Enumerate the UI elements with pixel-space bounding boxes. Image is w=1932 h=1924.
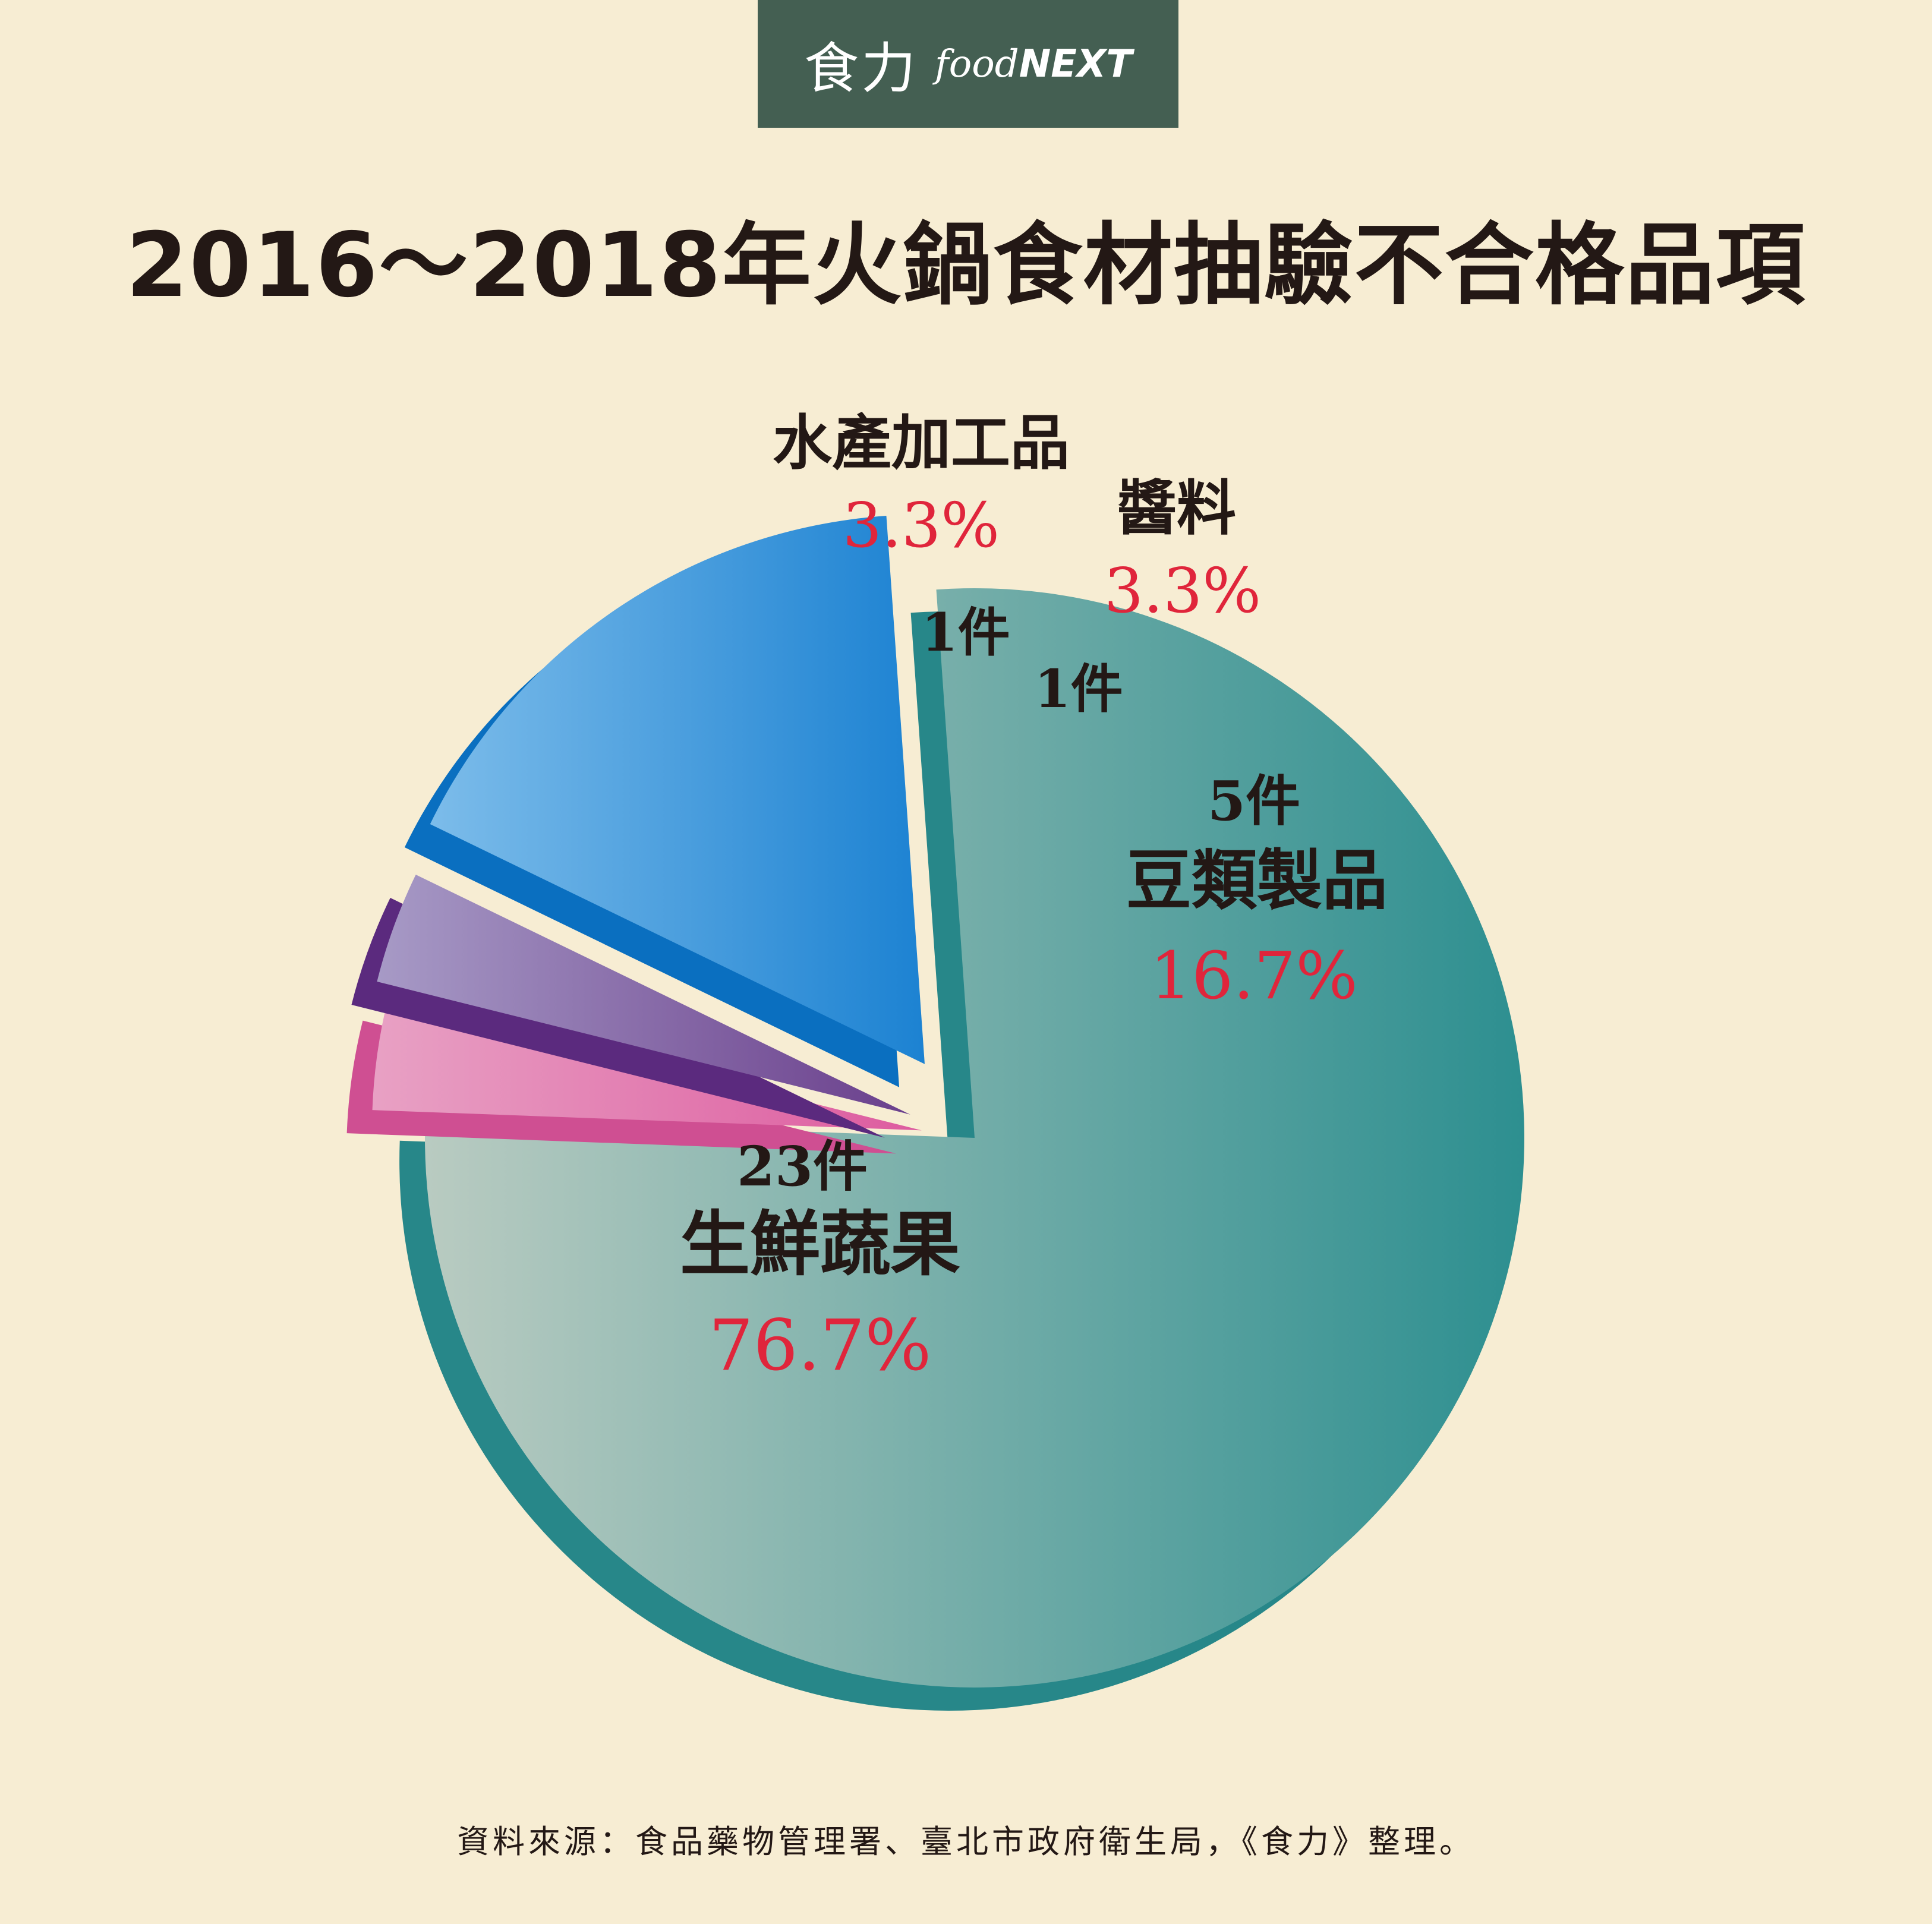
logo-en-prefix: food — [935, 42, 1019, 86]
slice-fresh-produce-percent-label: 76.7% — [709, 1304, 932, 1386]
slice-fresh-produce-name-label: 生鮮蔬果 — [680, 1203, 960, 1285]
slice-seafood-products-count-label: 1件 — [921, 601, 1010, 663]
chart-title: 2016～2018年火鍋食材抽驗不合格品項 — [126, 214, 1806, 317]
logo-chinese-text: 食力 — [803, 37, 918, 100]
slice-sauces-name-label: 醬料 — [1117, 473, 1236, 543]
source-note: 資料來源：食品藥物管理署、臺北市政府衛生局，《食力》整理。 — [457, 1823, 1475, 1860]
logo-english-text: foodNEXT — [935, 42, 1132, 86]
slice-bean-products-percent-label: 16.7% — [1150, 938, 1357, 1014]
brand-logo: 食力 foodNEXT — [758, 0, 1178, 128]
slice-fresh-produce — [399, 588, 1525, 1711]
slice-bean-products-face — [430, 515, 925, 1064]
logo-en-suffix: NEXT — [1019, 42, 1132, 86]
slice-seafood-products-name-label: 水產加工品 — [773, 408, 1070, 478]
slice-seafood-products-percent-label: 3.3% — [843, 489, 1000, 562]
slice-fresh-produce-face — [425, 588, 1525, 1688]
slice-sauces-count-label: 1件 — [1034, 658, 1123, 720]
slice-sauces-percent-label: 3.3% — [1104, 554, 1261, 627]
slice-sauces — [351, 875, 910, 1138]
slice-bean-products-count-label: 5件 — [1208, 769, 1300, 833]
slice-sauces-face — [377, 875, 910, 1115]
slice-bean-products-name-label: 豆類製品 — [1126, 842, 1388, 919]
slice-fresh-produce-count-label: 23件 — [737, 1134, 868, 1198]
slice-bean-products — [404, 515, 925, 1087]
